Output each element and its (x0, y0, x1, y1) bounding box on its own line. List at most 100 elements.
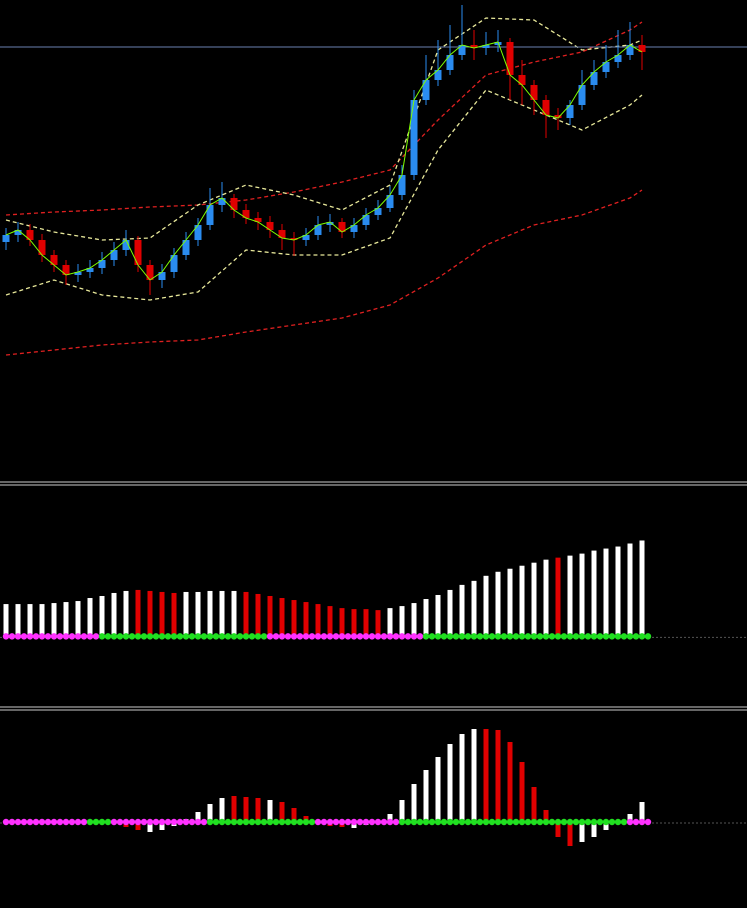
signal-dot (446, 633, 454, 640)
signal-dot (314, 633, 322, 640)
signal-dot (392, 633, 400, 640)
candle-body (338, 222, 346, 232)
signal-dot (614, 818, 622, 826)
candle-body (494, 42, 502, 45)
signal-dot (236, 818, 244, 826)
signal-dot (572, 633, 580, 640)
signal-dot (116, 633, 124, 640)
signal-dot (32, 633, 40, 640)
signal-dot (338, 633, 346, 640)
signal-dot (194, 818, 202, 826)
histogram-bar (267, 595, 273, 637)
histogram-bar (447, 744, 453, 822)
histogram-bar (459, 584, 465, 637)
signal-dot (644, 818, 652, 826)
candle-body (242, 210, 250, 218)
candle-body (446, 55, 454, 70)
signal-dot (590, 633, 598, 640)
signal-dot (626, 633, 634, 640)
candle-body (326, 222, 334, 225)
candle-body (86, 268, 94, 272)
histogram-bar (603, 822, 609, 830)
signal-dot (398, 818, 406, 826)
signal-dot (608, 818, 616, 826)
histogram-bar (471, 729, 477, 822)
candle-body (254, 218, 262, 222)
signal-dot (566, 818, 574, 826)
signal-dot (632, 818, 640, 826)
histogram-bar (483, 575, 489, 637)
candle-body (350, 225, 358, 232)
signal-dot (464, 633, 472, 640)
histogram-bar (531, 787, 537, 822)
signal-dot (92, 818, 100, 826)
histogram-bar (423, 599, 429, 637)
band-line (5, 189, 643, 356)
signal-dot (320, 633, 328, 640)
histogram-bar (111, 592, 117, 637)
signal-dot (416, 818, 424, 826)
signal-dot (332, 633, 340, 640)
signal-dot (38, 818, 46, 826)
histogram-bar (387, 814, 393, 822)
candle-body (98, 260, 106, 268)
histogram-bar (639, 802, 645, 822)
histogram-bar (483, 729, 489, 822)
signal-dot (116, 818, 124, 826)
signal-dot (512, 633, 520, 640)
signal-dot (230, 633, 238, 640)
candle-body (194, 225, 202, 240)
signal-dot (398, 633, 406, 640)
candle-body (530, 85, 538, 100)
histogram-bar (555, 557, 561, 637)
signal-dot (482, 633, 490, 640)
histogram-bar (279, 598, 285, 637)
histogram-bar (315, 604, 321, 637)
signal-dot (584, 633, 592, 640)
signal-dot (158, 818, 166, 826)
signal-dot (626, 818, 634, 826)
signal-dot (548, 818, 556, 826)
signal-dot (278, 633, 286, 640)
candle-body (38, 240, 46, 255)
signal-dot (476, 818, 484, 826)
signal-dot (614, 633, 622, 640)
histogram-bar (519, 762, 525, 822)
signal-dot (596, 818, 604, 826)
signal-dot (530, 818, 538, 826)
signal-dot (110, 818, 118, 826)
candle-body (482, 45, 490, 48)
histogram-bar (171, 592, 177, 637)
histogram-bar (495, 730, 501, 822)
signal-dot (518, 818, 526, 826)
signal-dot (362, 818, 370, 826)
signal-dot (560, 633, 568, 640)
candle-body (410, 100, 418, 175)
candle-body (578, 85, 586, 105)
signal-dot (392, 818, 400, 826)
signal-dot (500, 818, 508, 826)
histogram-bar (591, 822, 597, 837)
signal-dot (152, 633, 160, 640)
signal-dot (20, 818, 28, 826)
signal-dot (440, 633, 448, 640)
signal-dot (380, 818, 388, 826)
signal-dot (218, 633, 226, 640)
signal-dot (380, 633, 388, 640)
signal-dot (338, 818, 346, 826)
band-line (5, 89, 643, 301)
histogram-bar (63, 602, 69, 637)
signal-dot (494, 633, 502, 640)
signal-dot (428, 633, 436, 640)
signal-dot (170, 818, 178, 826)
close-line (5, 41, 643, 281)
histogram-bar (399, 606, 405, 637)
histogram-bar (195, 591, 201, 637)
histogram-bar (591, 550, 597, 637)
signal-dot (38, 633, 46, 640)
signal-dot (470, 633, 478, 640)
histogram-bar (579, 822, 585, 842)
signal-dot (470, 818, 478, 826)
candle-body (602, 62, 610, 72)
